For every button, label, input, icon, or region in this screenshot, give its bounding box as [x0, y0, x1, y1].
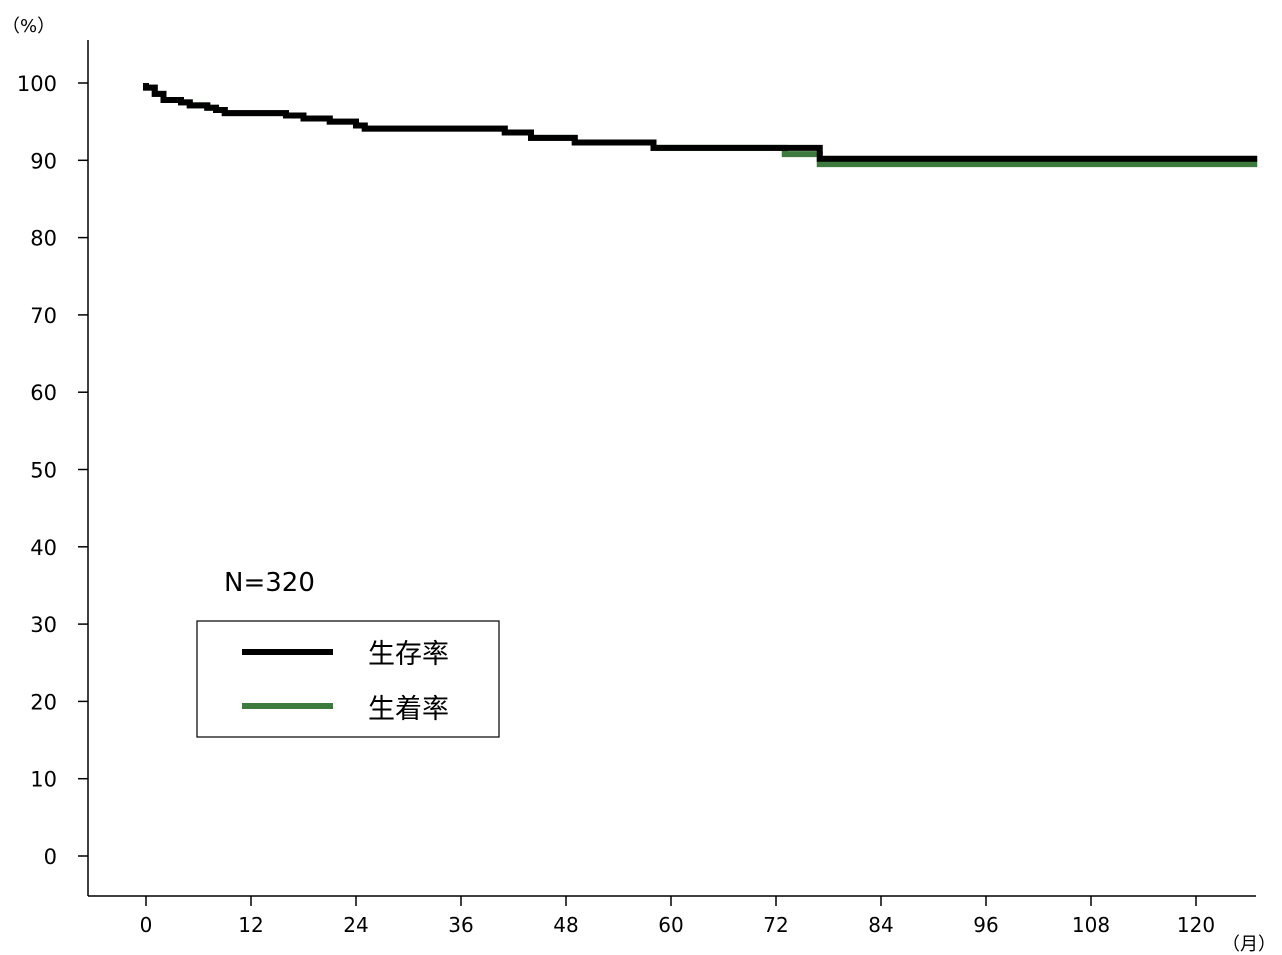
x-tick-label: 60	[658, 913, 683, 937]
y-unit-label: （%）	[2, 16, 55, 37]
x-tick-label: 0	[140, 913, 153, 937]
x-tick-label: 84	[868, 913, 893, 937]
legend: 生存率 生着率	[196, 620, 500, 738]
y-tick-label: 40	[30, 536, 57, 560]
y-tick-label: 80	[30, 227, 57, 251]
x-tick-label: 24	[343, 913, 368, 937]
x-tick-label: 72	[763, 913, 788, 937]
legend-box	[196, 620, 500, 738]
series-line-engraftment	[143, 83, 1258, 168]
y-tick-label: 0	[44, 845, 57, 869]
legend-label-engraftment: 生着率	[368, 694, 449, 725]
x-unit-label: （月）	[1222, 934, 1276, 955]
y-tick-label: 50	[30, 459, 57, 483]
x-tick-label: 48	[553, 913, 578, 937]
x-tick-label: 36	[448, 913, 473, 937]
x-tick-label: 96	[973, 913, 998, 937]
x-ticks: 0 12 24 36 48 60 72 84 96 108 120	[140, 896, 1215, 937]
y-tick-label: 70	[30, 304, 57, 328]
y-tick-label: 30	[30, 613, 57, 637]
series-layer	[143, 83, 1258, 168]
y-tick-label: 60	[30, 381, 57, 405]
series-line-survival	[143, 83, 1258, 162]
sample-size-annotation: N=320	[224, 568, 315, 598]
x-tick-label: 12	[238, 913, 263, 937]
y-tick-label: 100	[17, 72, 57, 96]
x-tick-label: 120	[1177, 913, 1215, 937]
y-tick-label: 10	[30, 768, 57, 792]
y-tick-label: 20	[30, 690, 57, 714]
x-tick-label: 108	[1072, 913, 1110, 937]
y-tick-label: 90	[30, 149, 57, 173]
legend-label-survival: 生存率	[368, 639, 449, 670]
